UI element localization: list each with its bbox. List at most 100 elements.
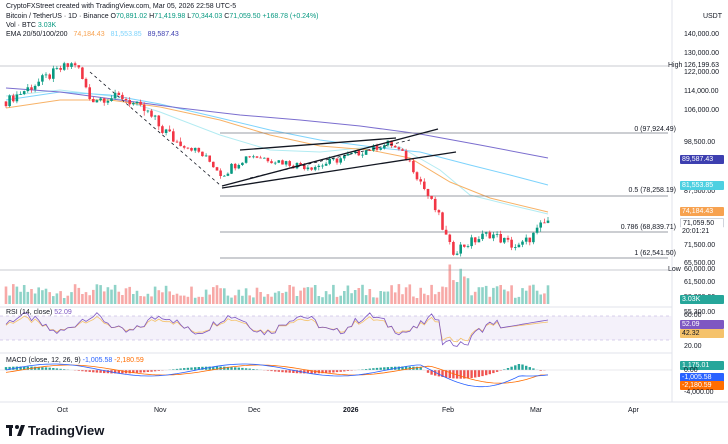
volume-bar [146,293,150,304]
volume-bar [237,289,241,304]
candle-body [506,237,510,240]
ema50-tag: 81,553.85 [680,181,724,190]
candle-body [92,99,95,103]
macd-hist-bar [397,366,401,370]
macd-value: -1,005.58 [82,357,113,364]
volume-bar [324,291,328,304]
price-tick-label: 114,000.00 [684,88,719,95]
macd-hist-bar [426,370,430,373]
high-value: 71,419.98 [154,13,186,20]
macd-legend[interactable]: MACD (close, 12, 26, 9) -1,005.58 -2,180… [6,357,144,364]
macd-hist-bar [332,370,335,373]
volume-bar [517,296,521,304]
volume-bar [81,294,84,304]
macd-hist-bar [266,370,270,371]
volume-bar [241,295,244,304]
macd-hist-bar [343,370,346,372]
candle-body [430,195,433,199]
volume-bar [230,297,233,304]
time-label-nov: Nov [154,407,167,414]
macd-hist-bar [430,370,433,375]
volume-bar [484,285,488,304]
candle-body [415,172,419,180]
volume-bar [543,293,546,304]
volume-legend[interactable]: Vol · BTC 3.03K [6,22,56,29]
high-marker-label: High [668,62,683,69]
macd-hist-bar [521,364,524,370]
volume-bar [142,296,146,304]
candle-body [368,150,372,151]
candle-body [339,158,342,163]
volume-bar [521,288,524,304]
volume-bar [419,287,422,304]
volume-bar [492,287,495,304]
candle-body [404,150,408,161]
volume-bar [361,284,364,304]
macd-hist-bar [448,370,451,379]
volume-bar [426,295,430,304]
ema20-value: 74,184.43 [73,31,105,38]
tradingview-logo[interactable]: TradingView [6,423,104,438]
macd-hist-bar [230,367,233,370]
macd-hist-bar [241,367,244,370]
volume-bar [73,284,77,304]
candle-body [383,145,386,149]
macd-hist-bar [215,366,219,370]
wedge-lower [221,151,457,189]
macd-hist-bar [234,367,237,370]
candle-body [350,152,353,154]
macd-hist-bar [321,370,324,374]
macd-hist-bar [48,367,51,370]
volume-bar [172,294,175,304]
candle-body [241,162,244,165]
volume-bar [106,287,110,304]
macd-hist-bar [481,370,484,377]
volume-bar [539,294,542,304]
volume-bar [397,284,401,304]
volume-bar [95,284,99,304]
candle-body [332,158,335,160]
macd-hist-bar [121,370,124,374]
candle-body [52,68,55,79]
volume-bar [514,297,517,304]
macd-hist-bar [441,370,444,377]
volume-bar [128,286,131,304]
volume-bar [4,286,8,304]
ema200-tag: 89,587.43 [680,155,724,164]
candle-body [201,151,204,157]
volume-bar [22,285,26,304]
rsi-axis-20: 20.00 [684,343,702,350]
candle-body [357,150,361,156]
macd-hist-bar [153,370,157,372]
volume-bar [379,291,382,304]
volume-bar [113,284,117,304]
macd-hist-bar [444,370,448,378]
volume-bar [102,291,106,304]
candle-body [270,161,273,164]
candle-body [466,246,470,247]
volume-bar [313,285,317,304]
candle-body [48,74,51,79]
ema-legend[interactable]: EMA 20/50/100/200 74,184.43 81,553.85 89… [6,31,179,38]
macd-hist-bar [503,369,506,370]
volume-bars [4,264,550,304]
candle-body [484,232,488,234]
volume-bar [473,291,477,304]
macd-hist-bar [437,370,441,377]
candle-body [193,147,197,151]
candle-body [150,110,153,117]
time-label-apr: Apr [628,407,639,414]
tradingview-mark-icon [6,425,26,436]
volume-bar [12,284,15,304]
candle-body [310,167,313,170]
macd-hist-bar [532,368,535,370]
volume-bar [524,290,528,304]
volume-bar [459,268,462,304]
candle-body [139,101,142,105]
symbol-line[interactable]: Bitcoin / TetherUS · 1D · Binance O70,89… [6,13,319,20]
macd-axis-0: 0.00 [684,367,698,374]
change-value: +168.78 (+0.24%) [262,13,319,20]
rsi-legend[interactable]: RSI (14, close) 52.09 [6,309,72,316]
volume-bar [463,276,466,304]
